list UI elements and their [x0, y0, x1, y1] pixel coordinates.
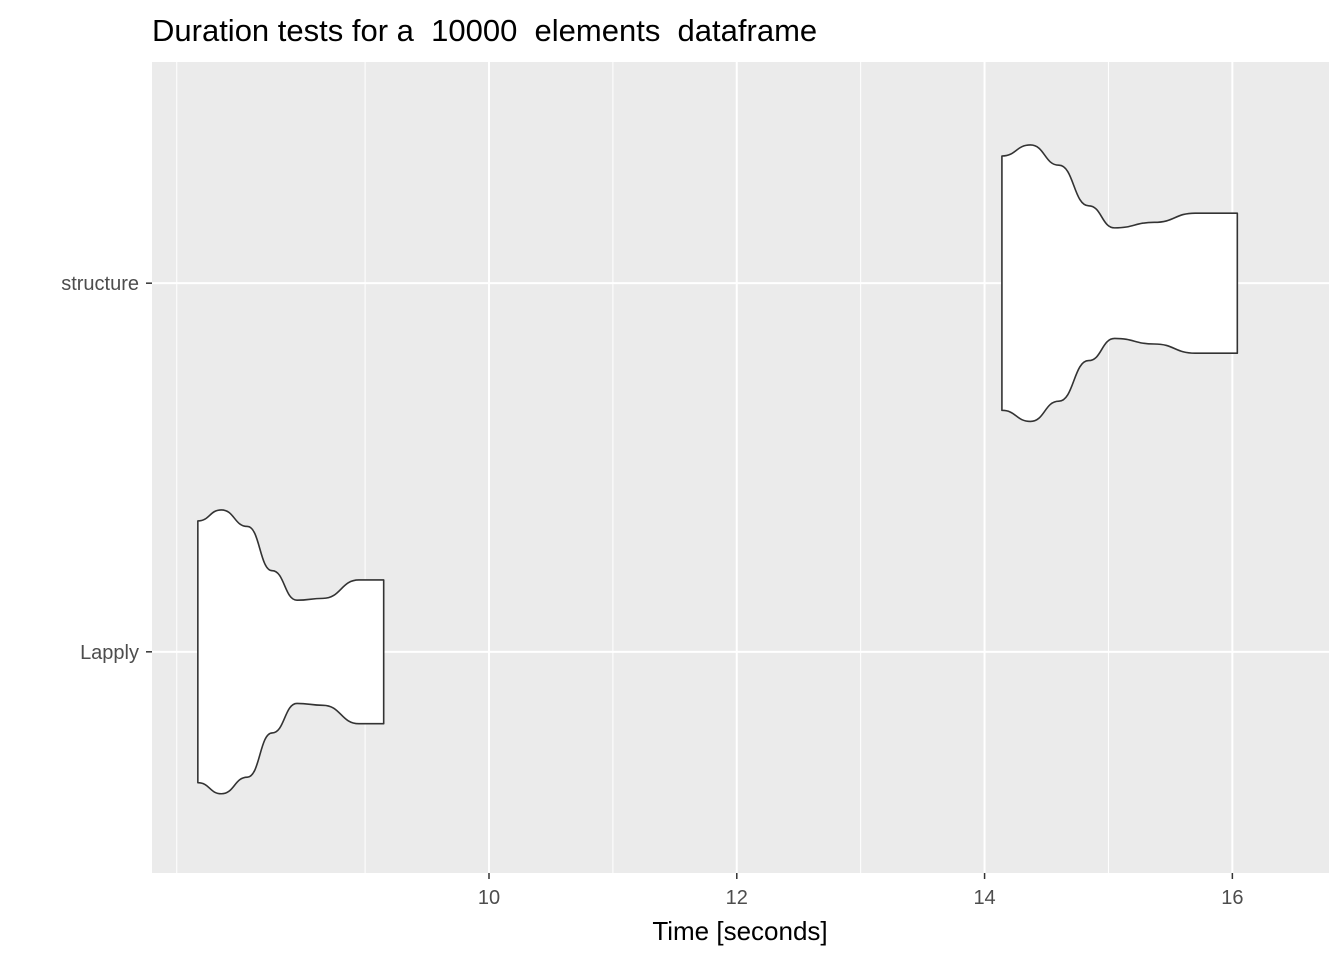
violins	[197, 144, 1239, 795]
y-tick-label: Lapply	[80, 642, 139, 664]
violin-structure	[1001, 144, 1239, 423]
x-axis-title: Time [seconds]	[652, 916, 827, 946]
x-tick-label: 16	[1221, 887, 1243, 909]
chart-title: Duration tests for a 10000 elements data…	[152, 13, 817, 48]
violin-lapply	[197, 509, 385, 795]
axes: 10 12 14 16 Lapply structure	[61, 273, 1243, 909]
plot-panel	[152, 62, 1329, 873]
x-tick-label: 10	[478, 887, 500, 909]
x-tick-label: 14	[973, 887, 995, 909]
x-tick-label: 12	[726, 887, 748, 909]
y-tick-label: structure	[61, 273, 139, 295]
grid-lines	[152, 62, 1329, 873]
